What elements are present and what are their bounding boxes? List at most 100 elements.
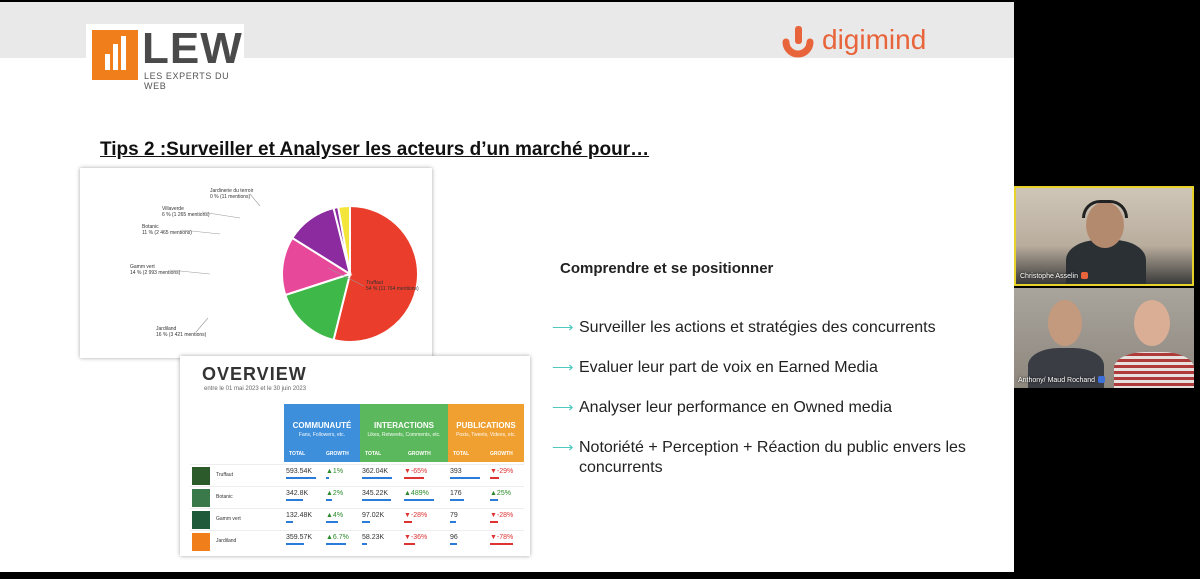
table-cell: 58.23K [362, 534, 384, 545]
participant-silhouette [1028, 348, 1104, 388]
participant-silhouette [1114, 352, 1194, 388]
brand-logo [192, 489, 210, 507]
table-row: Truffaut 593.54K ▲1% 362.04K ▼-65% 393 ▼-29% [190, 464, 524, 486]
col-total-label: TOTAL [453, 451, 470, 457]
value-bar [404, 543, 415, 545]
col-growth-label: GROWTH [408, 451, 431, 457]
table-cell: 359.57K [286, 534, 312, 545]
pie-leader-line [249, 193, 261, 207]
value-bar [490, 499, 498, 501]
brand-name: Jardiland [216, 538, 237, 544]
lew-logo-word: LEW [142, 24, 243, 73]
bullet-text: Analyser leur performance en Owned media [579, 399, 893, 416]
bullet-text: Evaluer leur part de voix en Earned Medi… [579, 359, 878, 376]
bullet-list: ⟶ Surveiller les actions et stratégies de… [552, 318, 992, 478]
value-bar [450, 477, 480, 479]
digimind-mark-icon [782, 26, 814, 58]
value-bar [326, 499, 332, 501]
bullet-text: Notoriété + Perception + Réaction du pub… [579, 439, 966, 476]
table-row: Botanic 342.8K ▲2% 345.22K ▲489% 176 ▲25% [190, 486, 524, 508]
brand-logo [192, 533, 210, 551]
slide-title: Tips 2 :Surveiller et Analyser les acteu… [100, 139, 650, 160]
value-bar [326, 521, 338, 523]
table-cell: ▲4% [326, 512, 343, 523]
table-cell: ▼-36% [404, 534, 427, 545]
pie-value-label: 11 % (2 465 mentions) [142, 230, 192, 236]
lew-logo: LEW LES EXPERTS DU WEB [86, 24, 244, 91]
mic-status-icon [1080, 272, 1088, 279]
pie-value-label: 0 % (11 mentions) [210, 194, 251, 200]
pie-value-label: 54 % (11 764 mentions) [366, 286, 419, 292]
pie-leader-line [169, 269, 211, 275]
arrow-right-icon: ⟶ [552, 319, 574, 336]
brand-name: Botanic [216, 494, 233, 500]
value-bar [286, 499, 303, 501]
group-title: PUBLICATIONS [456, 421, 516, 430]
overview-group-header: COMMUNAUTÉ Fans, Followers, etc. TOTAL GROW… [284, 404, 360, 462]
table-cell: ▼-28% [404, 512, 427, 523]
col-total-label: TOTAL [289, 451, 306, 457]
arrow-right-icon: ⟶ [552, 359, 574, 376]
pie-value-label: 16 % (3 421 mentions) [156, 332, 207, 338]
table-cell: 79 [450, 512, 458, 523]
table-cell: ▼-29% [490, 468, 513, 479]
bullet-text: Surveiller les actions et stratégies des… [579, 319, 936, 336]
bullet-item: ⟶ Notoriété + Perception + Réaction du pu… [552, 438, 992, 478]
value-bar [286, 477, 316, 479]
participant-video-tile[interactable]: Anthony/ Maud Rochand [1014, 288, 1194, 388]
presentation-slide: LEW LES EXPERTS DU WEB digimind Tips 2 :… [0, 2, 1014, 572]
value-bar [490, 543, 513, 545]
table-cell: ▲2% [326, 490, 343, 501]
digimind-logo-word: digimind [822, 24, 927, 55]
pie-value-label: 14 % (2 993 mentions) [130, 270, 181, 276]
overview-group-header: INTERACTIONS Likes, Retweets, Comments, e… [360, 404, 448, 462]
value-bar [286, 521, 293, 523]
value-bar [490, 477, 499, 479]
pie-leader-line [201, 211, 241, 219]
overview-title: OVERVIEW [202, 364, 307, 384]
pie-label: Jardinerie du terroir [210, 188, 254, 194]
lew-logo-subtitle: LES EXPERTS DU WEB [144, 71, 230, 91]
table-cell: ▼-65% [404, 468, 427, 479]
overview-table-card: OVERVIEW entre le 01 mai 2023 et le 30 j… [180, 356, 530, 556]
value-bar [326, 477, 329, 479]
digimind-logo: digimind [780, 24, 940, 58]
participant-video-tile-active[interactable]: Christophe Asselin [1014, 186, 1194, 286]
pie-leader-line [327, 267, 365, 287]
value-bar [450, 543, 457, 545]
group-subtitle: Posts, Tweets, Videos, etc. [456, 432, 516, 438]
table-cell: ▲489% [404, 490, 434, 501]
pie-value-label: 6 % (1 265 mentions) [162, 212, 210, 218]
table-cell: ▲6.7% [326, 534, 349, 545]
bullet-item: ⟶ Analyser leur performance en Owned medi… [552, 398, 992, 418]
pie-slice-truffaut [332, 204, 419, 343]
participant-name: Anthony/ Maud Rochand [1018, 376, 1106, 384]
value-bar [362, 543, 367, 545]
group-title: COMMUNAUTÉ [292, 421, 352, 430]
participant-head [1134, 300, 1170, 346]
headphones [1082, 200, 1128, 218]
slide-subtitle: Comprendre et se positionner [560, 260, 774, 277]
share-of-voice-pie-chart: Truffaut 54 % (11 764 mentions) Jardiland 1… [80, 168, 432, 358]
bullet-item: ⟶ Surveiller les actions et stratégies de… [552, 318, 992, 338]
overview-group-header: PUBLICATIONS Posts, Tweets, Videos, etc. T… [448, 404, 524, 462]
value-bar [286, 543, 304, 545]
pie-slice-gamm-vert [281, 236, 353, 297]
pie-slice-jardinerie-du-terroir [337, 204, 351, 275]
col-growth-label: GROWTH [326, 451, 349, 457]
pie-label: Jardiland [156, 326, 177, 332]
table-row: Gamm vert 132.48K ▲4% 97.02K ▼-28% 79 ▼-28% [190, 508, 524, 530]
value-bar [326, 543, 346, 545]
value-bar [362, 521, 370, 523]
group-subtitle: Likes, Retweets, Comments, etc. [367, 432, 441, 438]
lew-logo-mark [92, 30, 138, 80]
table-cell: 97.02K [362, 512, 384, 523]
value-bar [362, 499, 391, 501]
value-bar [450, 499, 464, 501]
mic-status-icon [1098, 376, 1106, 383]
pie-leader-line [181, 229, 221, 235]
brand-logo [192, 467, 210, 485]
table-cell: 345.22K [362, 490, 391, 501]
brand-name: Truffaut [216, 472, 233, 478]
